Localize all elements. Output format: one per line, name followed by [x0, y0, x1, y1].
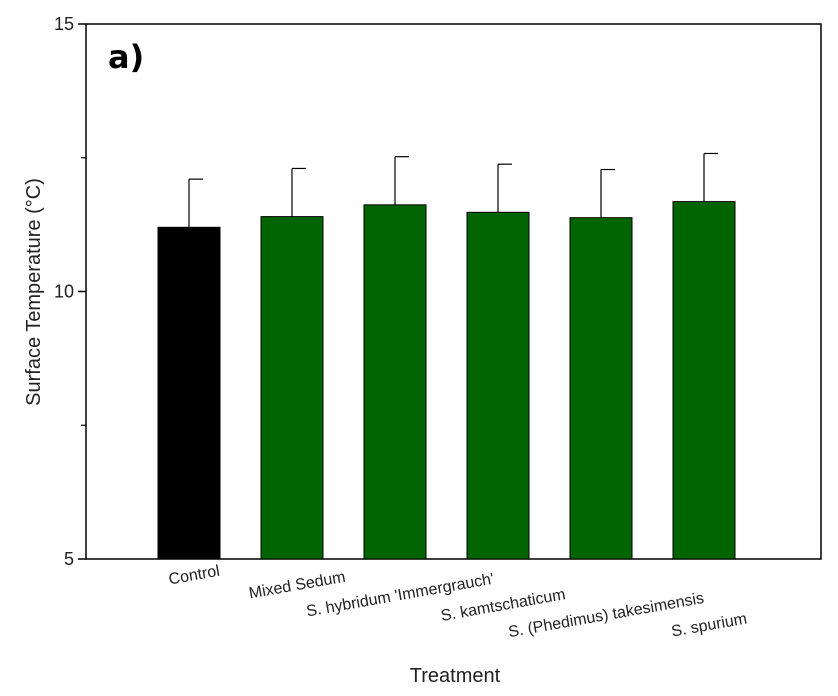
bar: [466, 211, 530, 560]
x-tick-label: Control: [167, 563, 221, 589]
bar: [157, 226, 221, 560]
y-tick-label: 5: [64, 549, 74, 569]
y-tick-label: 15: [54, 14, 74, 34]
y-axis: 5 10 15: [54, 14, 86, 569]
bar: [569, 217, 633, 560]
x-tick-label: Mixed Sedum: [248, 569, 347, 603]
y-axis-title: Surface Temperature (°C): [23, 178, 45, 406]
x-axis-title: Treatment: [410, 665, 501, 687]
error-bars-group: [188, 152, 718, 228]
bar: [672, 201, 736, 560]
y-tick-label: 10: [54, 282, 74, 302]
x-tick-label: S. spurium: [670, 611, 748, 641]
panel-label: a): [108, 38, 144, 76]
bar: [363, 204, 427, 560]
bar: [260, 216, 324, 560]
bars-group: [157, 201, 736, 560]
